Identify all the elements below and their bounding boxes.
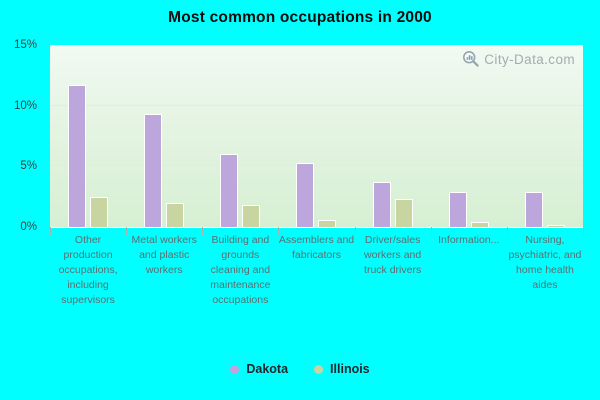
x-tick xyxy=(506,227,508,235)
bar-dakota xyxy=(448,192,467,227)
watermark: City-Data.com xyxy=(462,50,575,68)
bar-dakota xyxy=(220,154,239,227)
bar-group xyxy=(355,45,431,227)
legend-label: Dakota xyxy=(246,362,289,376)
chart-title: Most common occupations in 2000 xyxy=(168,9,432,26)
category-label: Building and grounds cleaning and mainte… xyxy=(210,234,271,306)
category-label: Metal workers and plastic workers xyxy=(131,234,197,276)
legend-label: Illinois xyxy=(330,362,370,376)
bar-illinois xyxy=(166,203,185,227)
y-tick-label: 0% xyxy=(20,221,37,233)
category-label: Information... xyxy=(438,234,500,246)
bar-dakota xyxy=(144,114,163,227)
legend-item-illinois: Illinois xyxy=(314,362,370,376)
gridline-10pct xyxy=(50,104,583,106)
x-tick xyxy=(126,227,128,235)
legend-item-dakota: Dakota xyxy=(230,362,288,376)
y-tick-label: 15% xyxy=(13,39,37,51)
legend-marker-icon xyxy=(230,364,240,374)
bar-dakota xyxy=(524,192,543,227)
bar-illinois xyxy=(318,220,337,227)
x-tick xyxy=(202,227,204,235)
y-tick-label: 5% xyxy=(20,160,37,173)
legend-marker-icon xyxy=(314,364,324,374)
category-label: Driver/sales workers and truck drivers xyxy=(364,234,422,276)
bar-group xyxy=(278,45,354,227)
legend: Dakota Illinois xyxy=(0,362,600,376)
x-tick xyxy=(583,227,584,235)
category-label: Assemblers and fabricators xyxy=(278,234,355,261)
x-tick xyxy=(430,227,432,235)
bar-group xyxy=(126,45,202,227)
bar-group xyxy=(507,45,583,227)
magnifier-chart-icon xyxy=(463,50,479,67)
plot-area: City-Data.com xyxy=(50,45,583,228)
x-tick xyxy=(354,227,356,235)
bar-dakota xyxy=(68,85,87,227)
bar-illinois xyxy=(470,222,489,227)
bar-group xyxy=(431,45,507,227)
category-label: Nursing, psychiatric, and home health ai… xyxy=(508,234,582,291)
y-tick-label: 10% xyxy=(13,99,37,112)
bar-illinois xyxy=(394,199,413,227)
bar-illinois xyxy=(90,197,109,227)
x-tick xyxy=(50,227,51,235)
bar-illinois xyxy=(546,225,565,227)
watermark-text: City-Data.com xyxy=(484,51,575,67)
bar-dakota xyxy=(296,163,315,227)
x-tick xyxy=(278,227,280,235)
bar-illinois xyxy=(242,205,261,227)
bar-group xyxy=(202,45,278,227)
category-label: Other production occupations, including … xyxy=(58,234,118,306)
bar-group xyxy=(50,45,126,227)
bar-dakota xyxy=(372,182,391,227)
gridline-5pct xyxy=(50,165,583,167)
